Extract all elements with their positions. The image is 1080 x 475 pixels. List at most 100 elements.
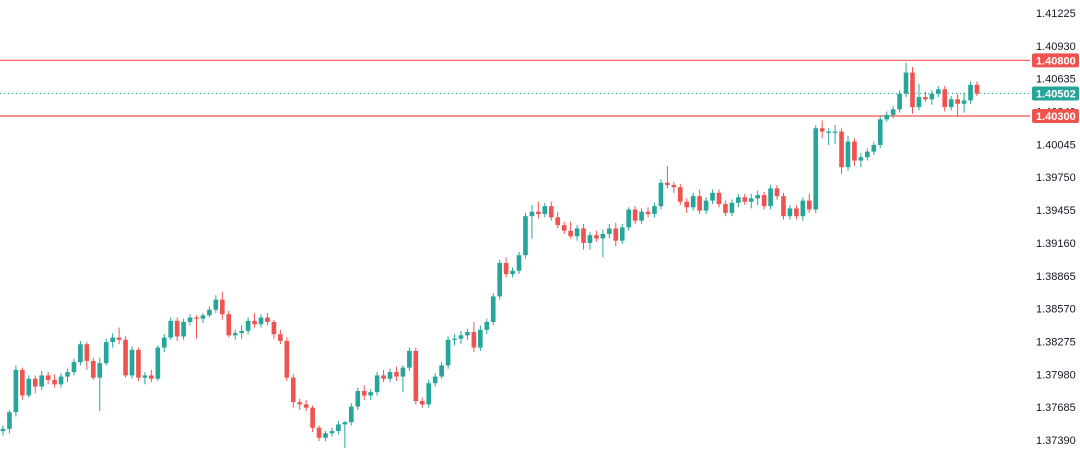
candle-down [665, 182, 670, 186]
candle-up [129, 349, 135, 376]
candle-up [903, 72, 909, 94]
candle-up [768, 188, 773, 207]
candle-up [478, 329, 483, 348]
candle-down [394, 372, 399, 377]
candle-up [432, 376, 438, 384]
price-axis: 1.412251.409301.406351.403401.400451.397… [1036, 8, 1076, 447]
candle-up [813, 128, 819, 210]
candle-up [245, 320, 251, 331]
candle-up [407, 350, 412, 368]
candle-up [13, 369, 19, 413]
candles [0, 62, 980, 448]
candle-down [90, 360, 96, 378]
candle-up [323, 433, 328, 438]
y-tick-label: 1.39160 [1036, 238, 1076, 250]
candle-up [181, 321, 186, 337]
candle-down [839, 131, 844, 168]
level-tag [1032, 108, 1079, 123]
candle-down [794, 208, 799, 217]
candle-up [426, 383, 432, 405]
candle-up [439, 365, 444, 377]
candle-down [284, 340, 290, 378]
candle-down [781, 196, 786, 217]
y-tick-label: 1.40930 [1036, 41, 1076, 53]
candle-up [690, 196, 696, 208]
candle-down [265, 317, 270, 322]
y-tick-label: 1.38865 [1036, 271, 1076, 283]
candle-down [271, 321, 277, 335]
candle-up [871, 144, 877, 152]
candle-up [935, 89, 941, 94]
candle-up [748, 198, 754, 202]
candle-up [7, 412, 12, 429]
candle-up [497, 262, 502, 297]
candle-down [116, 337, 122, 340]
candle-up [400, 367, 406, 377]
candle-up [65, 372, 70, 377]
candle-down [297, 402, 303, 405]
candle-down [219, 299, 225, 315]
candle-down [684, 201, 690, 208]
candle-down [697, 196, 702, 211]
candle-down [278, 334, 283, 341]
level-lines [0, 59, 1030, 117]
candle-up [155, 347, 161, 379]
candle-down [910, 72, 915, 108]
candle-up [968, 84, 973, 101]
y-tick-label: 1.37390 [1036, 435, 1076, 447]
level-tag-label: 1.40800 [1036, 55, 1076, 67]
candle-down [252, 320, 257, 325]
candle-up [607, 228, 612, 235]
candle-down [303, 404, 309, 408]
candle-up [897, 93, 902, 110]
candle-up [523, 216, 528, 256]
candle-up [800, 200, 806, 217]
candle-down [761, 195, 767, 207]
candle-down [568, 230, 573, 237]
candle-up [213, 299, 219, 310]
y-tick-label: 1.37685 [1036, 402, 1076, 414]
candle-down [194, 317, 199, 319]
candle-up [374, 375, 380, 393]
candle-down [123, 339, 128, 376]
candle-up [916, 97, 922, 108]
candle-up [600, 234, 606, 239]
candle-up [342, 422, 348, 425]
candle-up [103, 342, 109, 364]
candle-up [0, 428, 6, 432]
candle-down [32, 378, 38, 387]
candle-up [368, 392, 373, 396]
level-tag-label: 1.40502 [1036, 89, 1076, 101]
y-tick-label: 1.41225 [1036, 8, 1076, 20]
candle-up [168, 320, 174, 338]
candle-down [84, 344, 90, 361]
candle-up [329, 431, 335, 434]
candle-down [806, 200, 812, 210]
candle-up [161, 337, 167, 348]
candle-down [774, 188, 780, 197]
candle-up [239, 330, 244, 334]
candle-down [174, 320, 180, 337]
candle-up [187, 317, 193, 322]
level-tag [1032, 86, 1079, 101]
candle-up [71, 362, 77, 373]
candle-up [452, 338, 457, 340]
candle-up [200, 315, 206, 319]
candle-up [348, 406, 354, 423]
candle-down [594, 235, 599, 239]
candle-up [961, 100, 967, 104]
candle-up [877, 119, 883, 145]
level-labels: 1.40800 1.40502 1.40300 [1032, 53, 1079, 123]
candle-up [142, 375, 148, 378]
candle-down [52, 379, 57, 385]
candle-down [819, 128, 825, 132]
candle-down [136, 349, 141, 378]
y-tick-label: 1.37980 [1036, 369, 1076, 381]
candle-up [710, 192, 715, 201]
candle-up [652, 206, 657, 214]
candle-down [613, 228, 619, 241]
candle-down [852, 141, 857, 161]
candle-down [671, 185, 677, 188]
